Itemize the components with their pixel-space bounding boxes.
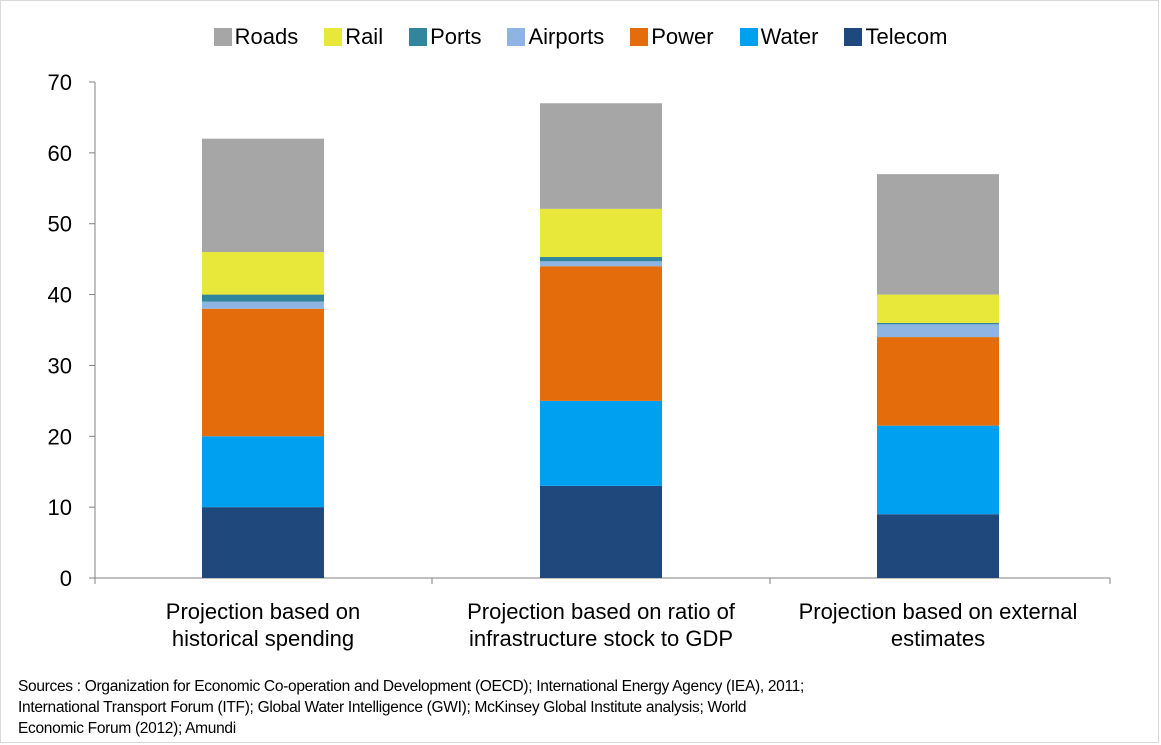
bar-roads-2 <box>540 103 662 209</box>
legend-item-ports: Ports <box>409 24 481 50</box>
legend-item-rail: Rail <box>324 24 383 50</box>
legend-label-telecom: Telecom <box>865 24 948 49</box>
bar-water-3 <box>877 425 999 515</box>
bar-telecom-2 <box>540 485 662 578</box>
legend-item-water: Water <box>739 24 819 50</box>
sources-line-3: Economic Forum (2012); Amundi <box>18 720 236 737</box>
x-category-label-3: Projection based on external estimates <box>788 598 1088 652</box>
x-category-label-line: Projection based on external <box>798 599 1078 624</box>
y-tick-label: 10 <box>48 495 72 520</box>
legend-label-roads: Roads <box>234 24 299 49</box>
bar-water-2 <box>540 400 662 486</box>
bar-rail-2 <box>540 208 662 258</box>
sources-line-1: Sources : Organization for Economic Co-o… <box>18 678 805 695</box>
bar-telecom-3 <box>877 514 999 578</box>
legend-swatch-rail <box>324 28 343 46</box>
bar-ports-3 <box>877 322 999 325</box>
bar-ports-1 <box>202 294 324 302</box>
bar-telecom-1 <box>202 507 324 578</box>
legend-swatch-water <box>739 28 758 46</box>
y-tick-label: 60 <box>48 141 72 166</box>
x-category-label-line: historical spending <box>171 626 355 651</box>
x-category-label-line: infrastructure stock to GDP <box>468 626 734 651</box>
legend-item-roads: Roads <box>213 24 299 50</box>
x-category-label-line: estimates <box>890 626 986 651</box>
bar-ports-2 <box>540 257 662 262</box>
y-tick-label: 30 <box>48 353 72 378</box>
y-tick-label: 50 <box>48 212 72 237</box>
bar-power-2 <box>540 266 662 401</box>
legend-swatch-telecom <box>844 28 863 46</box>
y-tick-label: 20 <box>48 424 72 449</box>
y-tick-label: 0 <box>60 566 72 591</box>
legend-item-telecom: Telecom <box>844 24 947 50</box>
x-category-label-line: Projection based on <box>165 599 361 624</box>
legend-item-power: Power <box>630 24 714 50</box>
legend-label-water: Water <box>760 24 819 49</box>
legend-label-airports: Airports <box>528 24 605 49</box>
legend-swatch-power <box>630 28 649 46</box>
bar-power-3 <box>877 337 999 426</box>
y-tick-label: 40 <box>48 283 72 308</box>
bar-airports-2 <box>540 261 662 267</box>
sources-note: Sources : Organization for Economic Co-o… <box>18 676 1148 739</box>
bar-power-1 <box>202 308 324 437</box>
legend-label-ports: Ports <box>430 24 482 49</box>
x-category-label-2: Projection based on ratio of infrastructu… <box>451 598 751 652</box>
bar-airports-3 <box>877 324 999 338</box>
stacked-bar-chart: 0 10 20 30 40 50 60 70 <box>48 70 1111 591</box>
bar-airports-1 <box>202 301 324 309</box>
x-category-label-line: Projection based on ratio of <box>467 599 735 624</box>
bar-roads-1 <box>202 138 324 253</box>
y-tick-label: 70 <box>48 70 72 95</box>
legend-label-rail: Rail <box>345 24 384 49</box>
x-category-label-1: Projection based on historical spending <box>113 598 413 652</box>
legend-swatch-ports <box>409 28 428 46</box>
bar-rail-3 <box>877 294 999 323</box>
legend-swatch-airports <box>507 28 526 46</box>
sources-line-2: International Transport Forum (ITF); Glo… <box>18 699 747 716</box>
bar-roads-3 <box>877 174 999 295</box>
chart-legend: Roads Rail Ports Airports Power Water Telecom <box>0 24 1161 50</box>
bar-water-1 <box>202 436 324 508</box>
legend-item-airports: Airports <box>507 24 604 50</box>
legend-label-power: Power <box>651 24 714 49</box>
legend-swatch-roads <box>213 28 232 46</box>
bar-rail-1 <box>202 252 324 295</box>
